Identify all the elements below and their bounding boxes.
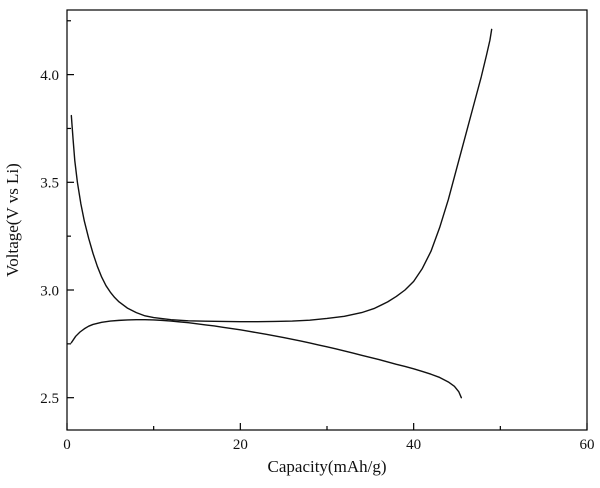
- y-tick-label: 4.0: [40, 68, 59, 84]
- x-tick-label: 0: [63, 437, 71, 453]
- charge-curve: [70, 28, 493, 323]
- y-tick-label: 2.5: [40, 391, 59, 407]
- x-tick-label: 40: [406, 437, 421, 453]
- ticks-layer: [66, 20, 588, 430]
- y-tick-label: 3.0: [40, 283, 59, 299]
- tick-labels-layer: 0 20 40 60 2.5 3.0 3.5 4.0: [40, 68, 594, 453]
- x-tick-label: 20: [233, 437, 248, 453]
- x-axis-title: Capacity(mAh/g): [268, 457, 387, 476]
- discharge-curve: [70, 319, 463, 399]
- x-tick-label: 60: [580, 437, 595, 453]
- series-layer: [70, 28, 493, 399]
- y-tick-label: 3.5: [40, 176, 59, 192]
- y-axis-title: Voltage(V vs Li): [3, 163, 22, 277]
